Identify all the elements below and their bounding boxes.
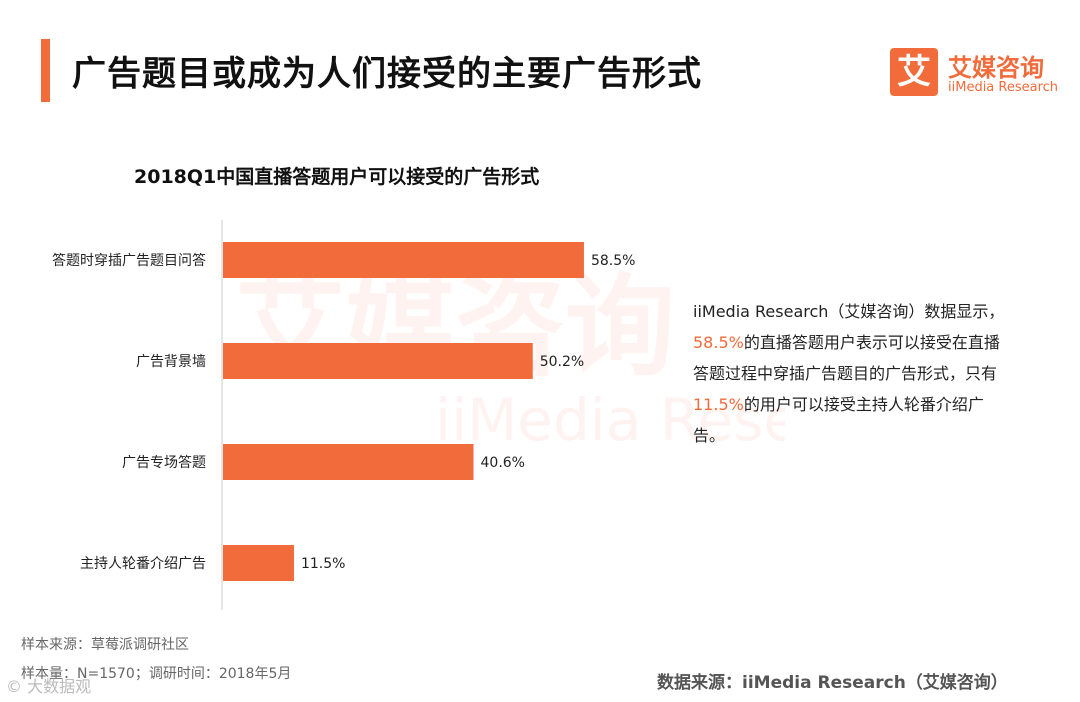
logo-mark: 艾 — [890, 48, 938, 96]
category-label-1: 广告背景墙 — [136, 354, 206, 370]
logo-cn-text: 艾媒咨询 — [948, 54, 1044, 82]
explanation-part3: 的用户可以接受主持人轮番介绍广告。 — [693, 395, 984, 445]
category-label-0: 答题时穿插广告题目问答 — [52, 252, 206, 269]
credit-watermark: © 大数据观 — [6, 677, 92, 696]
sample-source: 样本来源：草莓派调研社区 — [21, 637, 189, 653]
sample-size: 样本量：N=1570；调研时间：2018年5月 — [21, 666, 292, 682]
brand-logo: 艾 艾媒咨询 iiMedia Research — [890, 48, 1060, 98]
value-label-3: 11.5% — [301, 556, 345, 572]
explanation-highlight-1: 58.5% — [693, 333, 744, 352]
explanation-part1: iiMedia Research（艾媒咨询）数据显示， — [693, 302, 1005, 321]
page-title: 广告题目或成为人们接受的主要广告形式 — [72, 54, 702, 94]
bar-1 — [223, 343, 533, 379]
value-label-2: 40.6% — [481, 455, 525, 471]
bar-3 — [223, 545, 294, 581]
category-label-2: 广告专场答题 — [122, 454, 206, 471]
bar-2 — [223, 444, 474, 480]
category-label-3: 主持人轮番介绍广告 — [80, 556, 206, 572]
value-label-1: 50.2% — [540, 354, 584, 370]
value-label-0: 58.5% — [591, 253, 635, 269]
data-source: 数据来源：iiMedia Research（艾媒咨询） — [657, 673, 1008, 693]
logo-en-text: iiMedia Research — [948, 80, 1059, 95]
bar-0 — [223, 242, 584, 278]
explanation-highlight-2: 11.5% — [693, 395, 744, 414]
title-accent-bar — [41, 39, 50, 102]
explanation-part2: 的直播答题用户表示可以接受在直播答题过程中穿插广告题目的广告形式，只有 — [693, 333, 1000, 383]
explanation-text: iiMedia Research（艾媒咨询）数据显示， 58.5%的直播答题用户表… — [693, 296, 1013, 451]
bar-chart: 答题时穿插广告题目问答 58.5% 广告背景墙 50.2% 广告专场答题 40.6% 主持人… — [52, 220, 635, 610]
chart-title: 2018Q1中国直播答题用户可以接受的广告形式 — [134, 166, 540, 188]
